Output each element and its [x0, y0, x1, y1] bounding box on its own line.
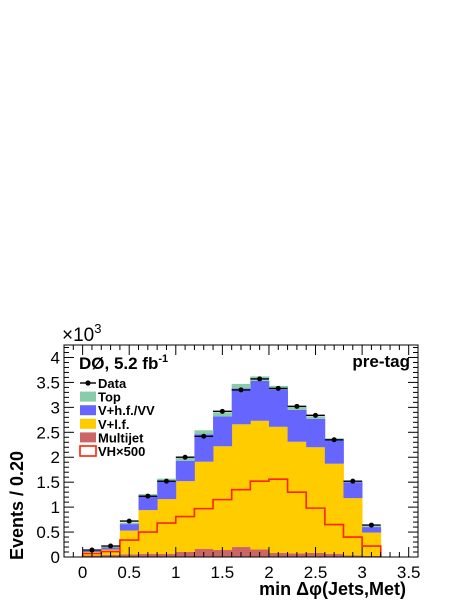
x-tick-label-3: 1.5 — [211, 563, 235, 582]
bar-v-l-f--9 — [250, 421, 269, 550]
legend-label-5: VH×500 — [98, 444, 145, 459]
legend-swatch-v-h-f-vv — [80, 405, 96, 415]
data-point-0 — [89, 548, 94, 553]
experiment-label-exponent: -1 — [158, 353, 168, 365]
data-point-12 — [313, 413, 318, 418]
y-axis-multiplier-exponent: 3 — [94, 321, 101, 336]
data-point-15 — [369, 523, 374, 528]
bar-v-l-f--14 — [343, 498, 362, 555]
data-point-5 — [183, 455, 188, 460]
experiment-label: DØ, 5.2 fb-1 — [79, 353, 168, 373]
experiment-label-text: DØ, 5.2 fb — [79, 354, 158, 373]
bar-v-l-f--13 — [325, 464, 344, 554]
data-point-4 — [164, 479, 169, 484]
x-axis-title: min Δφ(Jets,Met) — [259, 579, 406, 599]
legend-swatch-top — [80, 392, 96, 402]
y-tick-label-4: 2 — [51, 448, 60, 467]
x-tick-label-1: 0.5 — [117, 563, 141, 582]
data-point-11 — [294, 404, 299, 409]
bar-v-h-f-vv-7 — [213, 416, 232, 446]
bar-v-h-f-vv-2 — [120, 524, 139, 530]
data-point-10 — [276, 386, 281, 391]
y-tick-label-3: 1.5 — [36, 473, 60, 492]
y-axis-multiplier-base: ×10 — [62, 325, 94, 346]
data-point-13 — [332, 437, 337, 442]
y-tick-label-8: 4 — [51, 348, 60, 367]
legend-swatch-multijet — [80, 432, 96, 442]
y-tick-label-0: 0 — [51, 548, 60, 567]
data-point-8 — [239, 387, 244, 392]
y-tick-label-1: 0.5 — [36, 523, 60, 542]
bar-v-l-f--6 — [194, 462, 213, 549]
bar-v-l-f--10 — [269, 427, 288, 553]
data-point-1 — [108, 544, 113, 549]
bar-v-l-f--8 — [232, 424, 251, 547]
bar-top-6 — [194, 430, 213, 434]
y-tick-label-5: 2.5 — [36, 423, 60, 442]
region-label: pre-tag — [352, 352, 410, 371]
data-point-7 — [220, 409, 225, 414]
data-point-9 — [257, 376, 262, 381]
bar-v-l-f--4 — [157, 499, 176, 554]
bar-v-l-f--7 — [213, 446, 232, 550]
bar-v-l-f--12 — [306, 447, 325, 553]
bar-v-h-f-vv-8 — [232, 388, 251, 424]
y-tick-label-6: 3 — [51, 398, 60, 417]
bar-v-h-f-vv-11 — [288, 410, 307, 442]
y-tick-label-7: 3.5 — [36, 373, 60, 392]
bar-v-h-f-vv-9 — [250, 381, 269, 421]
bar-v-h-f-vv-15 — [362, 527, 381, 532]
data-point-2 — [127, 519, 132, 524]
y-axis-title: Events / 0.20 — [7, 451, 27, 560]
bar-v-h-f-vv-13 — [325, 440, 344, 463]
bar-v-h-f-vv-12 — [306, 419, 325, 447]
data-point-3 — [145, 494, 150, 499]
bar-v-h-f-vv-4 — [157, 481, 176, 499]
bar-v-h-f-vv-10 — [269, 389, 288, 426]
bar-v-h-f-vv-5 — [176, 461, 195, 481]
bar-v-h-f-vv-14 — [343, 482, 362, 498]
x-tick-label-0: 0 — [78, 563, 87, 582]
legend-data-marker — [85, 380, 90, 385]
bar-v-l-f--11 — [288, 442, 307, 554]
x-tick-label-2: 1 — [171, 563, 180, 582]
y-tick-label-2: 1 — [51, 498, 60, 517]
legend-swatch-v-l-f- — [80, 419, 96, 429]
data-point-14 — [350, 479, 355, 484]
data-point-6 — [201, 434, 206, 439]
